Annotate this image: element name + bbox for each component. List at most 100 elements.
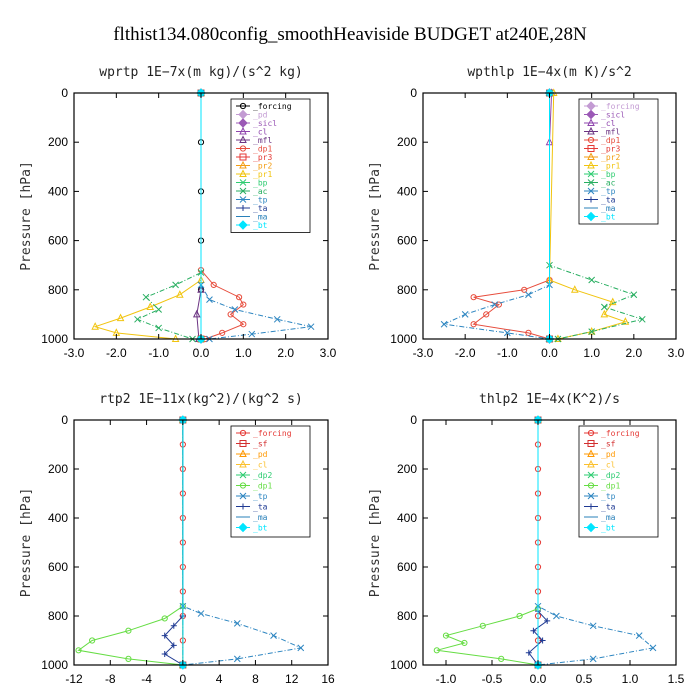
legend-entry: _mfl [584,126,620,137]
data-point [525,291,532,299]
legend-entry: _ma [584,513,616,522]
data-point [461,311,469,318]
series-line [200,93,312,340]
data-point [503,329,511,337]
legend-marker [587,179,595,186]
series-line [196,93,202,340]
legend-label: _pr3 [253,153,272,162]
y-tick-label: 1000 [390,332,417,346]
x-tick-label: -4 [141,672,152,686]
x-tick-label: 1.0 [583,346,600,360]
legend-label: _ac [253,187,268,196]
data-point [570,285,579,293]
series-dp1 [75,416,186,669]
legend-entry: _dp1 [584,136,620,145]
legend-entry: _cl [236,459,268,470]
y-tick-label: 800 [397,609,417,623]
legend-entry: _bt [236,220,268,230]
legend-marker [587,118,595,126]
data-point [521,286,528,293]
legend-entry: _ma [236,513,268,522]
legend-entry: _ta [584,503,616,512]
legend-marker [587,187,595,195]
x-tick-label: 2.0 [277,346,294,360]
y-tick-label: 400 [397,184,417,198]
series-line [200,93,245,340]
series-pr1 [91,88,205,342]
legend: _forcing_pd_sicl_cl_mfl_dp1_pr3_pr2_pr1_… [230,98,311,233]
legend-entry: _cl [584,118,616,128]
legend-entry: _sf [584,440,616,449]
legend-marker [587,440,595,447]
x-tick-label: -3.0 [413,346,434,360]
legend-label: _bp [253,179,268,188]
data-point [161,615,168,622]
legend-entry: _pr3 [584,145,620,154]
data-point [479,622,486,629]
data-point [307,323,315,331]
data-point [236,294,243,301]
series-line [537,420,655,666]
legend: _forcing_sicl_cl_mfl_dp1_pr3_pr2_pr1_bp_… [578,98,659,225]
legend-marker [238,220,248,230]
legend-entry: _ac [584,179,616,188]
y-axis-label: Pressure [hPa] [19,161,34,271]
legend-marker [239,492,247,500]
legend-marker [239,440,247,447]
legend-entry: _cl [584,459,616,470]
legend-label: _ta [601,196,616,205]
data-point [161,650,168,657]
y-tick-label: 200 [48,462,68,476]
data-point [170,642,177,649]
data-point [649,644,657,652]
data-point [525,329,532,336]
legend-marker [239,102,247,110]
legend-entry: _tp [584,492,616,501]
legend-marker [239,135,247,143]
data-point [91,322,99,330]
legend-label: _tp [601,492,616,501]
data-point [176,290,184,298]
y-axis-label: Pressure [hPa] [368,161,383,271]
legend-label: _forcing [601,429,640,438]
legend-box [578,425,659,538]
legend-label: _ac [601,179,616,188]
legend-marker [587,449,595,457]
legend-entry: _bp [236,179,268,188]
legend-marker [587,145,595,152]
data-point [491,301,499,308]
x-tick-label: -12 [65,672,83,686]
legend-label: _bp [601,170,616,179]
legend-label: _pr1 [601,162,620,171]
legend-label: _dp2 [601,471,620,480]
plot-frame [73,419,329,666]
legend-marker [239,471,247,479]
y-tick-label: 1000 [41,658,68,672]
legend-entry: _pr2 [584,152,620,162]
legend-marker [587,459,595,468]
panel-title: wpthlp 1E−4x(m K)/s^2 [467,65,631,80]
legend-entry: _tp [236,196,268,205]
legend-label: _pd [253,450,268,459]
legend-entry: _ac [236,187,268,196]
figure-title: flthist134.080config_smoothHeaviside BUD… [113,24,587,45]
legend-entry: _sf [236,440,268,449]
x-tick-label: -1.0 [148,346,169,360]
x-tick-label: 0 [180,672,187,686]
panel-1: wprtp 1E−7x(m kg)/(s^2 kg) Pressure [hPa]… [19,65,337,360]
legend-label: _pr2 [601,153,620,162]
legend-marker [239,126,247,135]
data-point [588,276,596,284]
legend-entry: _ta [236,503,268,512]
y-tick-label: 600 [48,234,68,248]
data-point [589,655,597,663]
data-point [483,311,490,318]
legend-entry: _cl [236,126,268,137]
y-tick-label: 800 [48,283,68,297]
series-ta [161,417,186,668]
x-tick-label: 8 [252,672,259,686]
legend-label: _cl [601,119,616,128]
legend-entry: _pd [236,109,268,120]
legend: _forcing _sf_pd _cl_dp2 _dp1_tp _ta_ma _bt [230,425,311,538]
